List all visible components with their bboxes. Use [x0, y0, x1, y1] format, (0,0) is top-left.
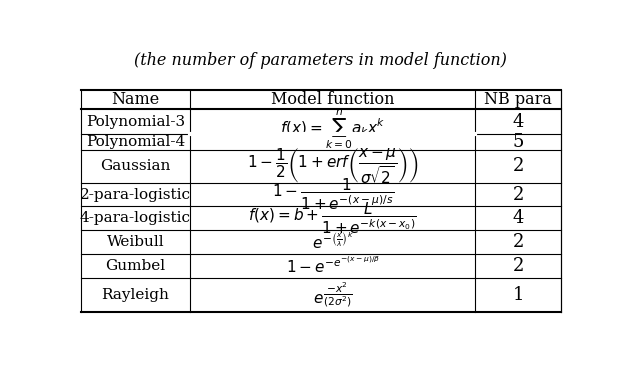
Text: $1 - \dfrac{1}{2}\left(1 + erf\left(\dfrac{x-\mu}{\sigma\sqrt{2}}\right)\right)$: $1 - \dfrac{1}{2}\left(1 + erf\left(\dfr… — [247, 147, 419, 186]
Text: Gaussian: Gaussian — [100, 159, 171, 173]
Text: $e^{-\left(\frac{x}{\lambda}\right)^k}$: $e^{-\left(\frac{x}{\lambda}\right)^k}$ — [312, 232, 354, 252]
Text: $1 - \dfrac{1}{1+e^{-(x-\mu)/s}}$: $1 - \dfrac{1}{1+e^{-(x-\mu)/s}}$ — [272, 177, 394, 212]
Text: 2-para-logistic: 2-para-logistic — [80, 188, 191, 202]
Text: 2: 2 — [513, 257, 524, 275]
Text: $1 - e^{-e^{-(x-\mu)/\beta}}$: $1 - e^{-e^{-(x-\mu)/\beta}}$ — [286, 255, 380, 276]
Text: Model function: Model function — [271, 91, 394, 108]
Text: Name: Name — [111, 91, 160, 108]
Text: 4: 4 — [513, 209, 524, 227]
Text: $f(x) = \sum_{k=0}^{n} a_k x^k$: $f(x) = \sum_{k=0}^{n} a_k x^k$ — [280, 108, 386, 151]
Text: 1: 1 — [513, 286, 524, 304]
Text: Gumbel: Gumbel — [105, 259, 165, 273]
Text: NB para: NB para — [485, 91, 552, 108]
Text: 4: 4 — [513, 112, 524, 130]
Text: $f(x) = b + \dfrac{L}{1+e^{-k(x-x_0)}}$: $f(x) = b + \dfrac{L}{1+e^{-k(x-x_0)}}$ — [249, 200, 417, 236]
Text: 2: 2 — [513, 233, 524, 251]
Text: (the number of parameters in model function): (the number of parameters in model funct… — [135, 52, 507, 69]
Text: Rayleigh: Rayleigh — [101, 288, 170, 302]
Text: 2: 2 — [513, 158, 524, 176]
Text: Weibull: Weibull — [106, 235, 164, 249]
Text: 5: 5 — [513, 133, 524, 151]
Text: Polynomial-4: Polynomial-4 — [86, 135, 185, 149]
Text: Polynomial-3: Polynomial-3 — [86, 115, 185, 129]
Text: 4-para-logistic: 4-para-logistic — [80, 211, 191, 225]
Text: 2: 2 — [513, 185, 524, 203]
Text: $e^{\dfrac{-x^2}{(2\sigma^2)}}$: $e^{\dfrac{-x^2}{(2\sigma^2)}}$ — [313, 280, 352, 309]
